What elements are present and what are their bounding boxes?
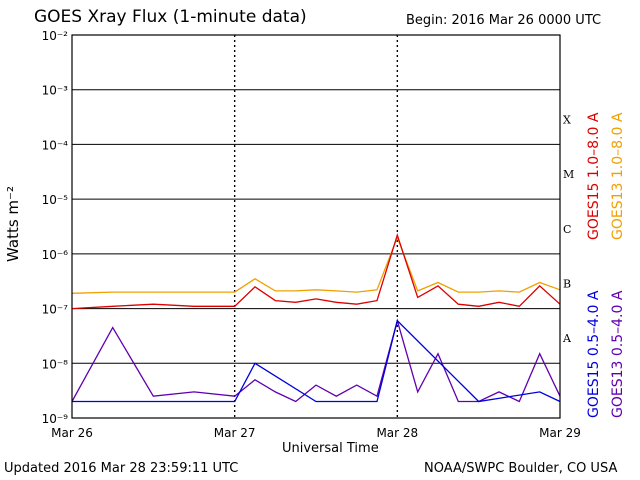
x-tick-label: Mar 28 — [376, 426, 418, 440]
x-tick-label: Mar 26 — [51, 426, 93, 440]
x-tick-label: Mar 29 — [539, 426, 581, 440]
y-tick-label: 10⁻⁴ — [42, 138, 69, 152]
flare-class-label: M — [563, 168, 574, 181]
y-tick-label: 10⁻³ — [42, 84, 69, 98]
legend-goes15-short: GOES15 0.5–4.0 A — [586, 290, 602, 418]
series-line-goes13-short — [71, 318, 561, 403]
plot-frame — [71, 34, 561, 419]
series-line-goes15-short — [72, 319, 561, 403]
flare-class-label: C — [563, 223, 571, 236]
y-tick-label: 10⁻⁹ — [42, 412, 69, 426]
x-axis-label: Universal Time — [282, 441, 379, 456]
flare-class-label: A — [562, 332, 572, 345]
series-line-goes15-long — [71, 232, 561, 310]
legend-goes13-short: GOES13 0.5–4.0 A — [610, 290, 626, 418]
y-tick-label: 10⁻⁸ — [42, 357, 69, 371]
updated-timestamp: Updated 2016 Mar 28 23:59:11 UTC — [4, 461, 239, 476]
y-tick-label: 10⁻⁷ — [42, 303, 69, 317]
legend-goes15-long: GOES15 1.0–8.0 A — [586, 112, 602, 240]
y-tick-label: 10⁻⁵ — [42, 193, 69, 207]
y-tick-label: 10⁻² — [42, 29, 69, 43]
credit: NOAA/SWPC Boulder, CO USA — [424, 461, 618, 476]
x-tick-label: Mar 27 — [214, 426, 256, 440]
begin-time: Begin: 2016 Mar 26 0000 UTC — [406, 13, 602, 28]
y-tick-label: 10⁻⁶ — [42, 248, 69, 262]
legend-goes13-long: GOES13 1.0–8.0 A — [610, 112, 626, 240]
y-axis-label: Watts m⁻² — [4, 186, 22, 262]
flare-class-label: B — [563, 277, 571, 290]
series-line-goes13-long — [71, 235, 561, 294]
flare-class-label: X — [563, 113, 571, 126]
chart-title: GOES Xray Flux (1-minute data) — [34, 7, 307, 27]
